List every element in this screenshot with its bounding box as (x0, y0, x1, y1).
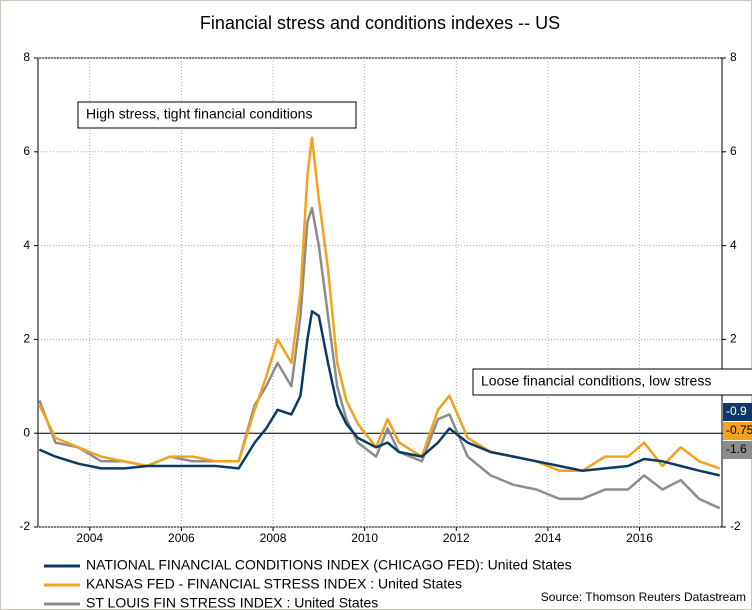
legend-label: ST LOUIS FIN STRESS INDEX : United State… (86, 595, 378, 610)
x-tick-label: 2008 (260, 531, 287, 545)
annotation: High stress, tight financial conditions (86, 106, 312, 122)
y2-tick-label: 8 (730, 50, 737, 64)
y-tick-label: 4 (23, 238, 30, 252)
last-value-flag (723, 403, 752, 421)
last-value-flag (723, 441, 752, 459)
y2-tick-label: 6 (730, 144, 737, 158)
x-tick-label: 2006 (168, 531, 195, 545)
source: Source: Thomson Reuters Datastream (541, 590, 746, 604)
x-tick-label: 2010 (351, 531, 378, 545)
legend-label: KANSAS FED - FINANCIAL STRESS INDEX : Un… (86, 576, 462, 592)
last-value-flag (723, 422, 752, 440)
y2-tick-label: 2 (730, 332, 737, 346)
series-line (38, 136, 721, 472)
last-value-label: -0.75 (726, 423, 752, 437)
x-tick-label: 2012 (443, 531, 470, 545)
y-tick-label: 0 (23, 425, 30, 439)
last-value-label: -0.9 (726, 404, 747, 418)
x-tick-label: 2004 (76, 531, 103, 545)
chart-title: Financial stress and conditions indexes … (200, 13, 560, 33)
y2-tick-label: 4 (730, 238, 737, 252)
y2-tick-label: -2 (730, 519, 741, 533)
annotation-box (77, 101, 357, 129)
series-line (38, 206, 721, 510)
legend-label: NATIONAL FINANCIAL CONDITIONS INDEX (CHI… (86, 557, 572, 573)
annotation-box (472, 368, 752, 396)
y-tick-label: 2 (23, 332, 30, 346)
last-value-label: -1.6 (726, 442, 747, 456)
x-tick-label: 2014 (535, 531, 562, 545)
x-tick-label: 2016 (626, 531, 653, 545)
series-line (38, 310, 720, 477)
y-tick-label: 6 (23, 144, 30, 158)
y-tick-label: 8 (23, 50, 30, 64)
annotation: Loose financial conditions, low stress (481, 373, 711, 389)
y-tick-label: -2 (19, 519, 30, 533)
